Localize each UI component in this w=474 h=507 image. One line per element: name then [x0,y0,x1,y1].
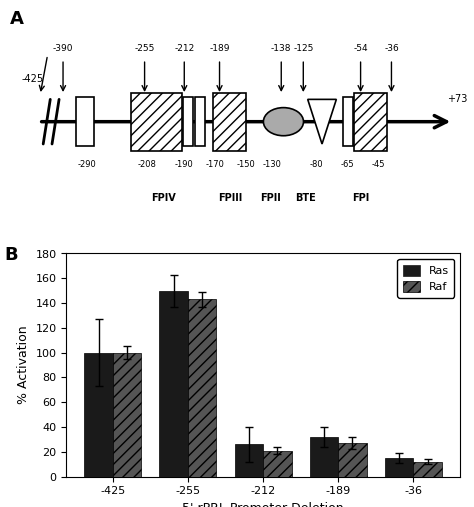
Text: -255: -255 [135,44,155,53]
Bar [195,97,205,146]
Bar [188,299,217,477]
Legend: Ras, Raf: Ras, Raf [397,259,454,298]
Text: A: A [10,10,24,28]
Text: -390: -390 [53,44,73,53]
Text: -150: -150 [237,160,255,169]
Bar [213,93,246,151]
Text: -212: -212 [174,44,194,53]
Text: -125: -125 [293,44,313,53]
Text: FPII: FPII [260,193,281,203]
Bar [354,93,387,151]
Text: -189: -189 [210,44,230,53]
Text: +73: +73 [447,94,467,104]
Text: FPI: FPI [352,193,369,203]
Text: BTE: BTE [295,193,316,203]
Text: -138: -138 [271,44,292,53]
Bar [385,458,413,477]
Bar [113,353,141,477]
Bar [310,437,338,477]
Bar [413,462,442,477]
Text: FPIV: FPIV [151,193,176,203]
Bar [343,97,353,146]
Bar [338,443,367,477]
Bar [263,451,292,477]
Text: FPIII: FPIII [219,193,243,203]
Text: -80: -80 [310,160,323,169]
Bar [159,291,188,477]
Text: -190: -190 [175,160,194,169]
Polygon shape [308,99,337,144]
Bar [131,93,182,151]
Text: -45: -45 [372,160,385,169]
Bar [76,97,94,146]
Bar [84,353,113,477]
Bar [235,444,263,477]
Text: -130: -130 [263,160,282,169]
Text: -170: -170 [206,160,225,169]
Text: -65: -65 [340,160,354,169]
Text: -208: -208 [137,160,156,169]
Bar [183,97,193,146]
Text: -290: -290 [78,160,97,169]
Y-axis label: % Activation: % Activation [17,325,30,405]
Text: B: B [5,246,18,264]
Text: -36: -36 [384,44,399,53]
Ellipse shape [264,107,303,136]
Text: -425: -425 [21,74,43,84]
Text: -54: -54 [353,44,368,53]
X-axis label: 5' rPRL Promoter Deletion: 5' rPRL Promoter Deletion [182,502,344,507]
